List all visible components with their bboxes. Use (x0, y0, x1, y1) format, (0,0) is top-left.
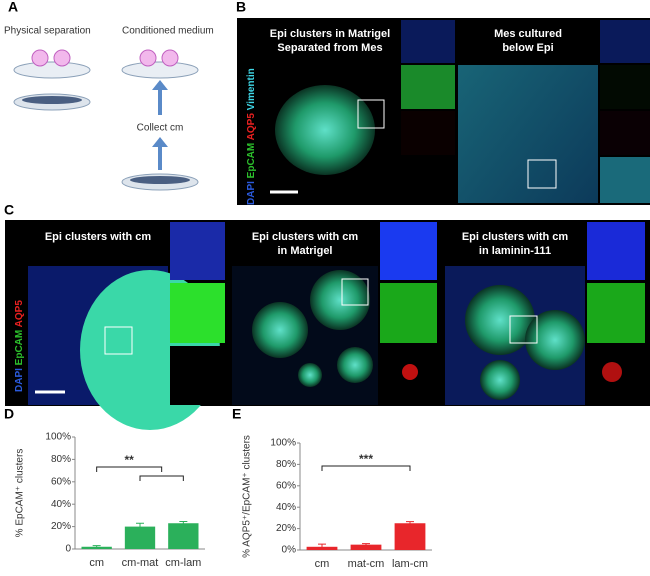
panel-title: Epi clusters with cm in laminin-111 (462, 231, 569, 257)
y-tick-label: 0 (65, 544, 71, 555)
stain-label: DAPI EpCAM AQP5 Vimentin (246, 68, 257, 205)
error-bar (179, 521, 188, 526)
significance-bracket (96, 466, 163, 472)
panel-title: Epi clusters with cm (45, 231, 152, 243)
stain: EpCAM (14, 330, 25, 366)
stain: EpCAM (246, 143, 257, 179)
label: Conditioned medium (122, 26, 214, 37)
significance-label: ** (124, 453, 134, 467)
y-tick-label: 60% (51, 476, 71, 487)
label: Physical separation (4, 26, 91, 37)
y-axis-label: % AQP5⁺/EpCAM⁺ clusters (242, 435, 253, 558)
panel-letter: D (4, 406, 14, 422)
stain: AQP5 (246, 113, 257, 141)
y-tick-label: 40% (51, 499, 71, 510)
x-tick-label: cm (89, 557, 104, 569)
panel-title: Epi clusters with cm in Matrigel (252, 231, 359, 257)
y-axis-label: % EpCAM⁺ clusters (15, 449, 26, 538)
stain: Vimentin (246, 68, 257, 110)
dish-illustration (13, 49, 199, 191)
y-tick-label: 20% (51, 521, 71, 532)
title-box (28, 222, 168, 266)
label: Collect cm (137, 123, 184, 134)
x-tick-label: cm (315, 558, 330, 570)
y-tick-label: 40% (276, 502, 296, 513)
inset-box (527, 159, 557, 189)
error-bar (318, 543, 326, 550)
x-tick-label: lam-cm (392, 558, 428, 570)
y-tick-label: 100% (45, 432, 71, 443)
inset-box (509, 315, 538, 344)
panel-letter: A (8, 0, 18, 15)
stain: AQP5 (14, 300, 25, 328)
y-tick-label: 60% (276, 480, 296, 491)
bar (124, 526, 156, 549)
x-tick-label: cm-lam (165, 557, 201, 569)
title-box (262, 20, 398, 65)
error-bar (362, 543, 370, 547)
error-bar (406, 521, 414, 526)
y-tick-label: 100% (270, 438, 296, 449)
significance-label: *** (359, 452, 373, 466)
panel-letter: B (236, 0, 246, 15)
y-tick-label: 80% (276, 459, 296, 470)
inset-box (357, 99, 385, 129)
bar (350, 544, 382, 550)
bar (168, 523, 199, 549)
panel-title: Mes cultured below Epi (494, 28, 562, 54)
x-tick-label: cm-mat (122, 557, 159, 569)
y-tick-label: 80% (51, 454, 71, 465)
error-bar (136, 522, 144, 531)
y-tick-label: 20% (276, 523, 296, 534)
significance-bracket (139, 475, 184, 481)
panel-letter: C (4, 202, 14, 218)
panel-letter: E (232, 406, 241, 422)
significance-bracket (321, 465, 411, 471)
inset-box (104, 326, 133, 355)
micrograph (275, 85, 375, 175)
title-box (445, 222, 585, 266)
stain-label: DAPI EpCAM AQP5 (14, 300, 25, 392)
panel-title: Epi clusters in Matrigel Separated from M… (270, 28, 390, 54)
stain: DAPI (14, 368, 25, 392)
stain: DAPI (246, 181, 257, 205)
inset-box (341, 278, 369, 306)
y-tick-label: 0% (282, 545, 297, 556)
title-box (458, 20, 598, 65)
title-box (232, 222, 378, 266)
x-tick-label: mat-cm (348, 558, 385, 570)
error-bar (92, 545, 101, 549)
bar (394, 523, 426, 550)
